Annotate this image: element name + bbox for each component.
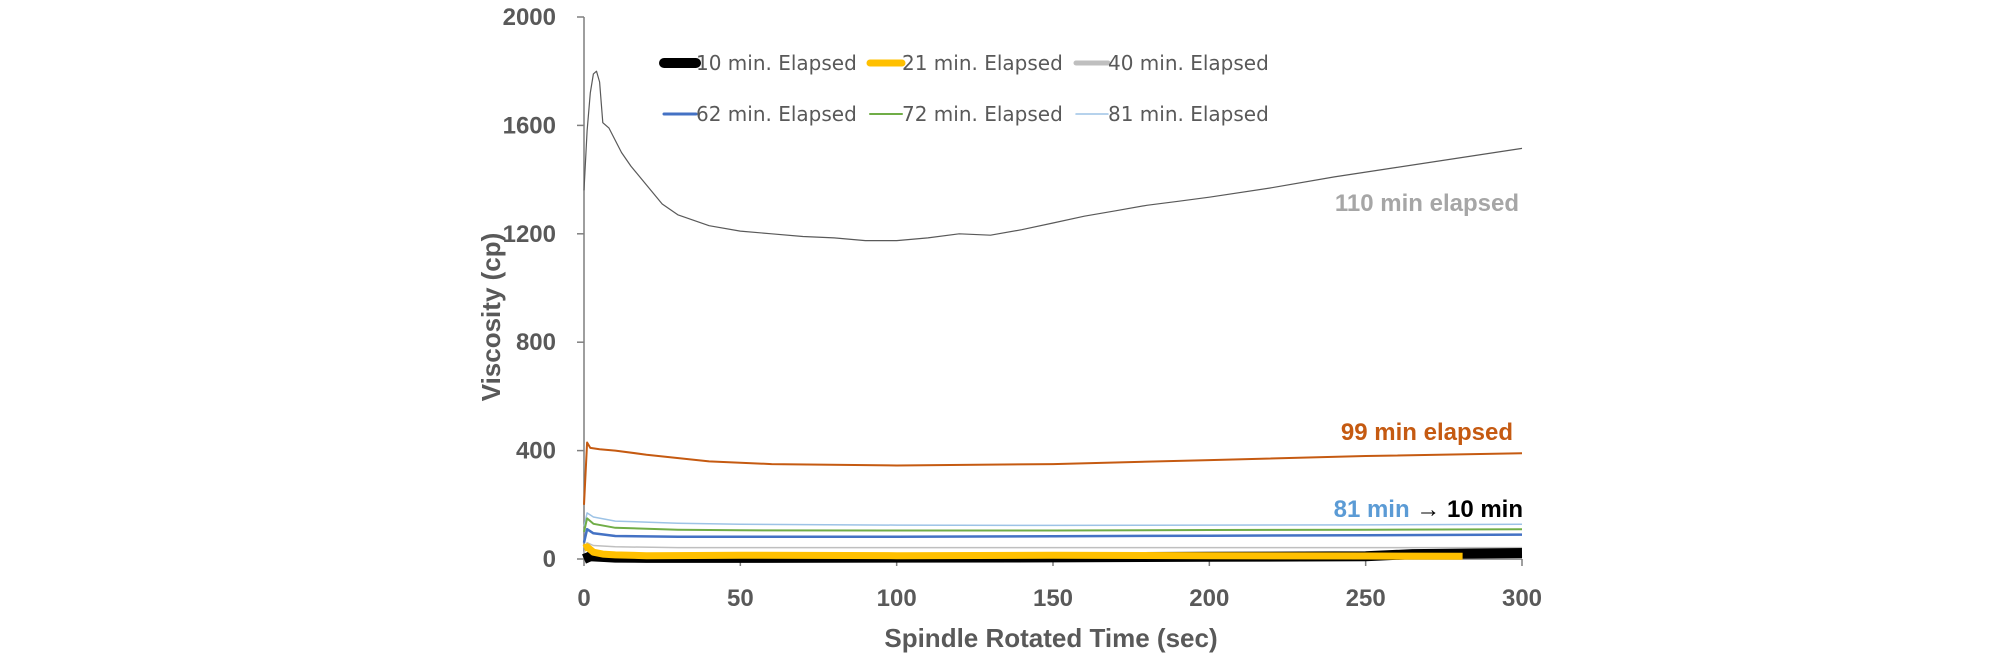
annotation-part: 10 min <box>1440 496 1523 523</box>
annotation-99-min: 99 min elapsed <box>1341 419 1513 446</box>
series-lines <box>582 70 1523 564</box>
y-tick-label: 400 <box>516 438 556 465</box>
y-tick-label: 2000 <box>503 4 556 31</box>
legend-entry-label: 72 min. Elapsed <box>902 102 1063 126</box>
legend-entry-label: 62 min. Elapsed <box>696 102 857 126</box>
x-tick-label: 100 <box>877 585 917 612</box>
y-tick-label: 1200 <box>503 221 556 248</box>
y-tick-label: 800 <box>516 329 556 356</box>
y-axis-title: Viscosity (cp) <box>476 233 506 402</box>
y-tick-label: 1600 <box>503 112 556 139</box>
series-line-6 <box>583 512 1523 527</box>
y-tick-label: 0 <box>543 546 556 573</box>
series-line-5 <box>583 517 1523 533</box>
annotations: 110 min elapsed 99 min elapsed 81 min → 10… <box>1334 190 1523 523</box>
axes <box>583 17 1522 560</box>
legend-entry-label: 21 min. Elapsed <box>902 51 1063 75</box>
series-line-2 <box>582 543 1463 560</box>
x-tick-label: 0 <box>577 585 590 612</box>
series-line-7 <box>583 441 1523 505</box>
legend-entry-label: 10 min. Elapsed <box>696 51 857 75</box>
annotation-part: → <box>1410 496 1441 523</box>
series-line-3 <box>583 541 1522 554</box>
tick-marks <box>577 16 1523 566</box>
legend-entry-label: 40 min. Elapsed <box>1108 51 1269 75</box>
annotation-part: 81 min <box>1334 496 1410 523</box>
tick-labels: 0 400 800 1200 1600 2000 0 50 100 150 200 250 300 <box>503 4 1542 612</box>
series-line-4 <box>582 527 1523 543</box>
x-tick-label: 150 <box>1033 585 1073 612</box>
x-axis-title: Spindle Rotated Time (sec) <box>884 623 1217 653</box>
legend: 10 min. Elapsed 21 min. Elapsed 40 min. El… <box>659 51 1269 126</box>
x-tick-label: 50 <box>727 585 754 612</box>
x-tick-label: 200 <box>1189 585 1229 612</box>
x-tick-label: 300 <box>1502 585 1542 612</box>
series-line-8 <box>583 70 1523 242</box>
legend-entry-label: 81 min. Elapsed <box>1108 102 1269 126</box>
annotation-81-to-10-min: 81 min → 10 min <box>1334 496 1523 523</box>
annotation-110-min: 110 min elapsed <box>1335 190 1519 217</box>
x-tick-label: 250 <box>1346 585 1386 612</box>
